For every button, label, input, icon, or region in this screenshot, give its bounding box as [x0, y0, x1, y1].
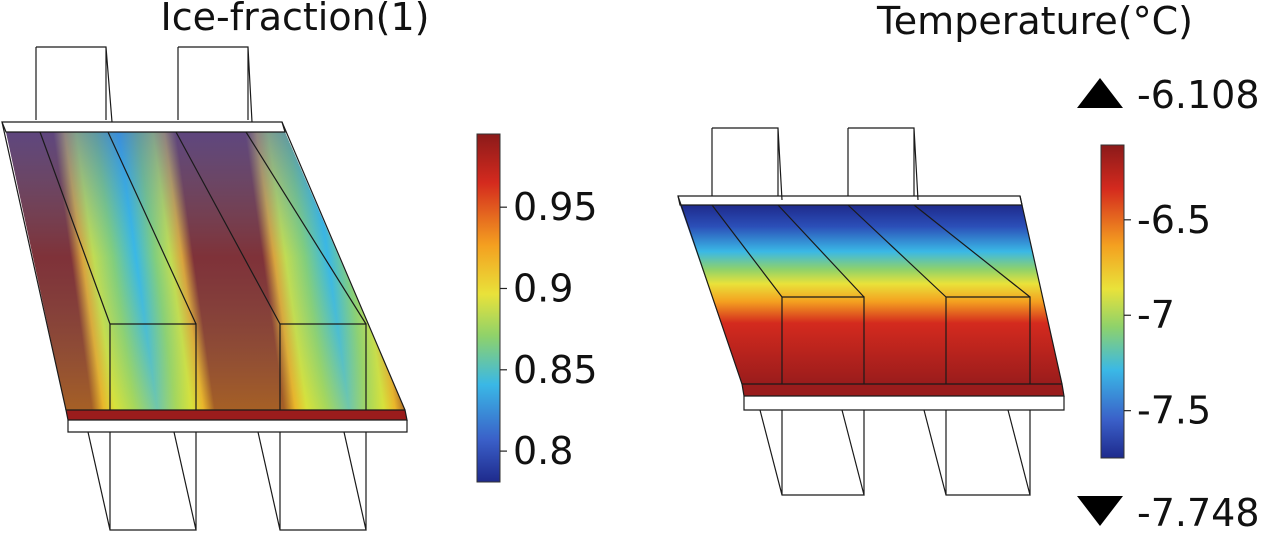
- left-plate-front-edge: [65, 409, 408, 421]
- left-channel-lines: [39, 131, 367, 325]
- right-plate-front-edge: [741, 383, 1065, 397]
- temperature-colorbar-tick-label: -7: [1137, 293, 1175, 337]
- ice-colorbar-tick-label: 0.85: [513, 348, 598, 392]
- temperature-min-label: -7.748: [1137, 491, 1260, 533]
- ice-surface-shade: [6, 132, 405, 410]
- temperature-plate: [677, 127, 1065, 496]
- ice-fraction-plate: [1, 46, 408, 531]
- temperature-colorbar-ticks: -6.5 -7 -7.5: [1124, 198, 1211, 433]
- right-plot-title: Temperature(°C): [876, 0, 1193, 43]
- temperature-surface: [680, 205, 1062, 384]
- temperature-colorbar-gradient: [1100, 144, 1125, 459]
- right-channel-top-outline: [711, 127, 919, 201]
- left-plate-top-edge: [1, 121, 286, 133]
- ice-colorbar-tick-label: 0.95: [513, 185, 598, 229]
- temperature-colorbar: -6.108 -6.5 -7 -7.5 -7.748: [1077, 73, 1260, 533]
- left-channel-bottom-outline: [87, 431, 367, 531]
- right-plate-top-edge: [677, 195, 1023, 206]
- left-channel-top-outline: [35, 46, 253, 123]
- ice-colorbar-tick-label: 0.9: [513, 266, 573, 310]
- ice-colorbar-ticks: 0.95 0.9 0.85 0.8: [500, 185, 598, 473]
- right-channel-bottom-outline: [759, 409, 1031, 496]
- left-channel-front-box: [109, 323, 367, 410]
- temperature-colorbar-tick-label: -6.5: [1137, 198, 1211, 242]
- right-channel-lines: [711, 204, 1031, 298]
- temperature-max-label: -6.108: [1137, 73, 1260, 117]
- ice-colorbar-gradient: [476, 133, 501, 483]
- right-channel-front-box: [781, 296, 1031, 384]
- triangle-down-icon: [1077, 496, 1123, 526]
- triangle-up-icon: [1077, 78, 1123, 108]
- left-plate-outline: [1, 121, 408, 433]
- ice-colorbar: 0.95 0.9 0.85 0.8: [476, 133, 598, 483]
- left-plot-title: Ice-fraction(1): [161, 0, 430, 39]
- temperature-colorbar-tick-label: -7.5: [1137, 389, 1211, 433]
- right-plate-outline: [677, 195, 1065, 411]
- ice-colorbar-tick-label: 0.8: [513, 429, 573, 473]
